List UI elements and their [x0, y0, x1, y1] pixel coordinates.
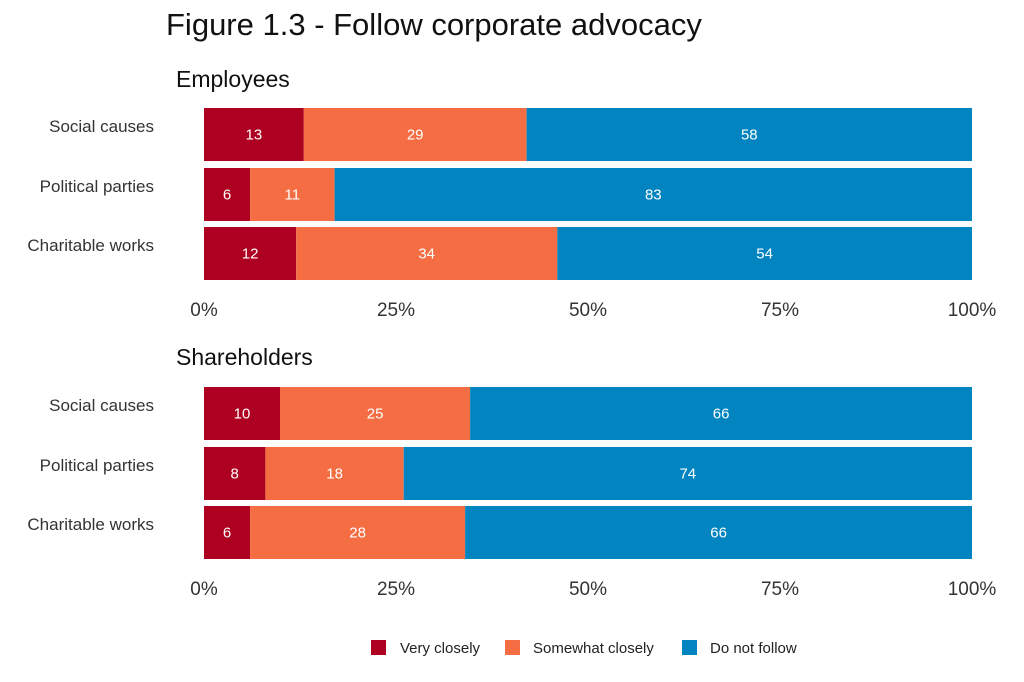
- bar-segment: [204, 387, 280, 440]
- bar-value-label: 6: [223, 525, 231, 542]
- legend-swatch: [371, 640, 386, 655]
- legend-swatch: [682, 640, 697, 655]
- bar-value-label: 11: [285, 187, 301, 204]
- bar-segment: [303, 108, 527, 161]
- panel-title: Shareholders: [176, 344, 313, 370]
- bar-value-label: 74: [679, 466, 696, 483]
- bar-segment: [250, 168, 335, 221]
- x-tick-label: 100%: [948, 579, 997, 600]
- bar-value-label: 66: [713, 406, 730, 423]
- category-label: Charitable works: [27, 515, 154, 534]
- bar-segment: [204, 108, 304, 161]
- x-tick-label: 75%: [761, 579, 799, 600]
- bar-value-label: 18: [326, 466, 343, 483]
- category-label: Political parties: [40, 456, 154, 475]
- bar-segment: [204, 506, 251, 559]
- bar-segment: [526, 108, 972, 161]
- bar-segment: [470, 387, 972, 440]
- bar-value-label: 12: [242, 246, 259, 263]
- category-label: Political parties: [40, 177, 154, 196]
- bar-segment: [465, 506, 972, 559]
- bar-value-label: 34: [418, 246, 435, 263]
- bar-segment: [403, 447, 972, 500]
- bar-segment: [265, 447, 404, 500]
- panel-title: Employees: [176, 66, 290, 92]
- bar-segment: [557, 227, 972, 280]
- bar-value-label: 25: [367, 406, 384, 423]
- bar-segment: [280, 387, 471, 440]
- x-tick-label: 0%: [190, 579, 218, 600]
- bar-value-label: 58: [741, 127, 758, 144]
- bar-value-label: 29: [407, 127, 424, 144]
- category-label: Social causes: [49, 396, 154, 415]
- category-label: Charitable works: [27, 236, 154, 255]
- bar-segment: [296, 227, 558, 280]
- bar-segment: [334, 168, 973, 221]
- bar-value-label: 54: [756, 246, 773, 263]
- legend-swatch: [505, 640, 520, 655]
- legend-label: Very closely: [400, 640, 481, 657]
- bar-segment: [204, 168, 251, 221]
- bar-value-label: 83: [645, 187, 662, 204]
- x-tick-label: 75%: [761, 300, 799, 321]
- chart-title: Figure 1.3 - Follow corporate advocacy: [166, 7, 702, 42]
- bar-value-label: 28: [349, 525, 366, 542]
- x-tick-label: 50%: [569, 300, 607, 321]
- x-tick-label: 50%: [569, 579, 607, 600]
- bar-value-label: 6: [223, 187, 231, 204]
- category-label: Social causes: [49, 117, 154, 136]
- bar-segment: [204, 447, 266, 500]
- x-tick-label: 100%: [948, 300, 997, 321]
- bar-value-label: 13: [246, 127, 263, 144]
- bar-segment: [204, 227, 297, 280]
- x-tick-label: 25%: [377, 300, 415, 321]
- x-tick-label: 25%: [377, 579, 415, 600]
- x-tick-label: 0%: [190, 300, 218, 321]
- legend-label: Somewhat closely: [533, 640, 654, 657]
- bar-value-label: 8: [231, 466, 239, 483]
- bar-value-label: 10: [234, 406, 251, 423]
- bar-value-label: 66: [710, 525, 727, 542]
- legend-label: Do not follow: [710, 640, 797, 657]
- bar-segment: [250, 506, 466, 559]
